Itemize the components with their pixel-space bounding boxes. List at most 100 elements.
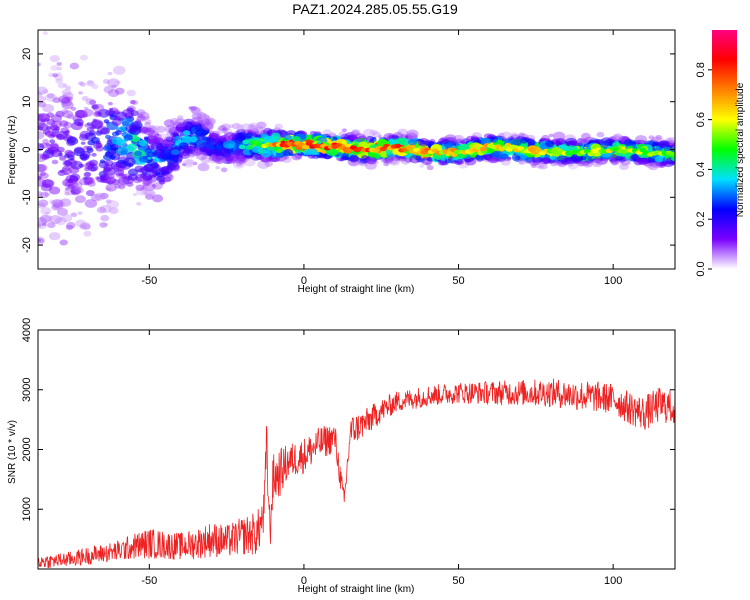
spectrogram-cell <box>100 175 112 184</box>
spectrogram-cell <box>205 120 211 124</box>
spectrogram-cell <box>46 112 54 118</box>
spectrogram-cell <box>200 156 211 164</box>
spectrogram-cell <box>86 80 95 87</box>
spectrogram-cell <box>38 217 47 226</box>
spectrogram-cell <box>130 110 139 117</box>
spectrogram-cell <box>144 119 152 125</box>
spectrogram-cell <box>222 127 229 132</box>
spectrogram-cell <box>169 117 180 125</box>
spectrogram-cell <box>107 101 113 106</box>
spectrogram-cell <box>159 146 164 150</box>
spectrogram-cell <box>51 159 59 165</box>
spectrogram-cell <box>365 161 377 170</box>
spectrogram-cell <box>140 116 145 120</box>
spectrogram-cell <box>78 178 89 186</box>
spectrogram-cell <box>147 145 155 151</box>
spectrogram-cell <box>545 140 555 148</box>
spectrogram-cell <box>570 141 578 147</box>
spectrogram-cell <box>582 159 594 168</box>
spectrogram-cell <box>61 100 74 110</box>
spectrogram-cell <box>368 139 375 144</box>
spectrogram-cell <box>85 98 96 106</box>
spectrogram-cell <box>163 119 175 128</box>
spectrogram-cell <box>205 118 213 124</box>
spectrogram-cell <box>55 110 65 118</box>
spectrogram-cell <box>66 96 73 102</box>
spectrogram-cell <box>83 230 92 237</box>
spectrogram-cell <box>38 202 46 209</box>
spectrogram-cell <box>63 121 73 129</box>
spectrogram-cell <box>162 176 172 183</box>
spectrogram-cell <box>201 120 214 130</box>
spectrogram-cell <box>183 147 192 154</box>
spectrogram-cell <box>147 125 157 133</box>
spectrogram-cell <box>80 222 91 230</box>
spectrogram-cell <box>564 157 574 164</box>
spectrogram-cell <box>406 129 419 139</box>
spectrogram-cell <box>171 149 180 156</box>
spectrogram-cell <box>38 91 43 97</box>
spectrogram-cell <box>38 176 42 181</box>
spectrogram-cell <box>56 133 65 141</box>
spectrogram-cell <box>127 173 138 181</box>
spectrogram-cell <box>112 163 126 173</box>
spectrogram-cell <box>90 194 102 202</box>
spectrogram-cell <box>110 144 119 151</box>
spectrogram-cell <box>387 156 399 165</box>
spectrogram-cell <box>67 183 75 189</box>
spectrogram-cell <box>538 162 548 170</box>
spectrogram-cell <box>61 167 73 175</box>
spectrogram-cell <box>581 132 591 140</box>
spectrogram-cell <box>369 153 377 158</box>
spectrogram-cell <box>106 200 119 209</box>
spectrogram-cell <box>332 136 338 141</box>
spectrogram-cell <box>166 173 173 179</box>
spectrogram-cell <box>105 172 115 180</box>
spectrogram-cell <box>129 99 136 105</box>
spectrogram-cell <box>84 171 92 177</box>
spectrogram-cell <box>135 119 142 124</box>
spectrogram-y-tick-label: 0 <box>21 146 33 152</box>
spectrogram-cell <box>652 138 658 142</box>
spectrogram-cell <box>48 232 61 241</box>
colorbar-gradient <box>712 30 737 269</box>
spectrogram-cell <box>397 128 409 137</box>
spectrogram-cell <box>75 109 88 119</box>
spectrogram-cell <box>107 71 113 76</box>
spectrogram-cell <box>221 128 228 134</box>
spectrogram-cell <box>377 135 383 138</box>
spectrogram-cell <box>51 114 62 123</box>
spectrogram-cell <box>38 62 41 67</box>
spectrogram-cell <box>242 139 250 145</box>
spectrogram-cell <box>67 154 75 161</box>
spectrogram-cell <box>190 106 198 111</box>
spectrogram-cell <box>62 110 74 119</box>
spectrogram-cell <box>131 136 141 143</box>
spectrogram-cell <box>91 119 104 129</box>
spectrogram-cell <box>54 126 61 131</box>
spectrogram-cell <box>84 167 90 172</box>
spectrogram-cell <box>38 164 46 173</box>
spectrogram-cell <box>249 124 255 128</box>
spectrogram-cell <box>153 149 167 159</box>
spectrogram-cell <box>651 161 661 169</box>
spectrogram-cell <box>669 151 675 157</box>
spectrogram-cell <box>121 129 127 133</box>
spectrogram-cell <box>397 155 407 162</box>
spectrogram-cell <box>100 214 110 222</box>
spectrogram-cell <box>264 160 273 167</box>
spectrogram-cell <box>426 165 434 171</box>
spectrogram-cell <box>62 83 68 87</box>
spectrogram-cell <box>238 133 248 140</box>
spectrogram-cell <box>160 166 172 175</box>
spectrogram-cell <box>38 96 46 102</box>
spectrogram-cell <box>135 187 148 196</box>
spectrogram-cell <box>42 104 55 113</box>
spectrogram-cell <box>38 238 45 244</box>
spectrogram-cell <box>126 89 136 97</box>
spectrogram-cell <box>182 158 195 168</box>
spectrogram-cell <box>248 124 257 131</box>
spectrogram-cell <box>366 156 378 165</box>
spectrogram-cell <box>96 126 109 135</box>
spectrogram-cell <box>96 206 107 214</box>
